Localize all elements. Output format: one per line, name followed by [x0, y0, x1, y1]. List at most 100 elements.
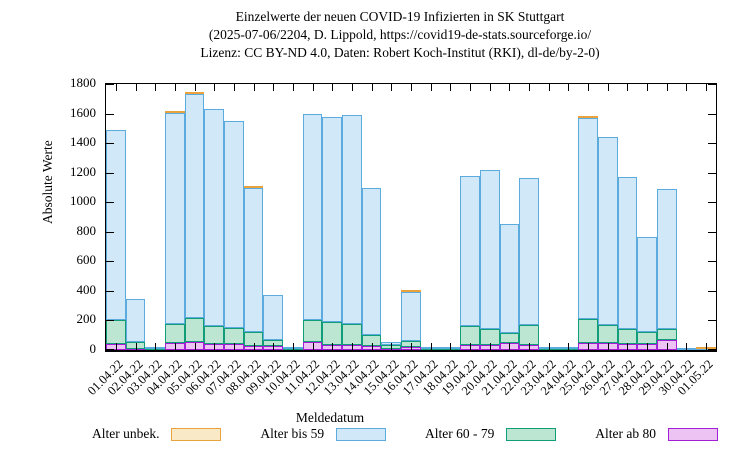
y-tick-mark [708, 290, 716, 292]
x-tick-mark [174, 84, 176, 91]
bar-segment [184, 93, 205, 318]
x-tick-mark [647, 343, 649, 350]
y-tick-label: 800 [76, 222, 97, 238]
x-tick-mark [135, 84, 137, 91]
plot-area [105, 83, 717, 352]
legend-item: Alter 60 - 79 [425, 426, 557, 442]
bar-segment [460, 344, 480, 350]
y-tick-label: 600 [76, 252, 97, 268]
x-tick-mark [529, 343, 531, 350]
legend-swatch [336, 427, 387, 441]
y-tick-mark [708, 143, 716, 145]
y-tick-mark [106, 84, 114, 85]
x-tick-mark [312, 84, 314, 91]
x-tick-mark [351, 343, 353, 350]
chart-title: Einzelwerte der neuen COVID-19 Infiziert… [70, 8, 730, 62]
y-tick-mark [708, 231, 716, 233]
x-tick-mark [273, 84, 275, 91]
legend-item: Alter unbek. [92, 426, 222, 442]
bar-segment [322, 344, 343, 350]
x-tick-mark [706, 84, 708, 91]
x-tick-mark [548, 343, 550, 350]
x-tick-mark [450, 84, 452, 91]
bar-segment [165, 112, 185, 325]
bar-segment [617, 177, 638, 330]
x-tick-mark [391, 343, 393, 350]
y-tick-mark [106, 143, 114, 145]
bar-segment [243, 188, 264, 333]
bar-segment [106, 320, 126, 345]
x-tick-mark [194, 84, 196, 91]
y-tick-mark [708, 261, 716, 263]
legend-item: Alter ab 80 [595, 426, 718, 442]
x-tick-mark [489, 84, 491, 91]
bar-segment [519, 324, 539, 345]
x-tick-mark [647, 84, 649, 91]
bar-segment [499, 333, 520, 344]
bar-segment [499, 224, 520, 334]
x-tick-mark [371, 343, 373, 350]
y-tick-label: 400 [76, 281, 97, 297]
bar-segment [538, 346, 559, 349]
y-tick-mark [708, 172, 716, 174]
y-tick-mark [106, 113, 114, 115]
x-tick-mark [253, 343, 255, 350]
y-tick-mark [708, 84, 716, 85]
x-tick-mark [292, 343, 294, 350]
bar-segment [184, 341, 205, 350]
legend-label: Alter ab 80 [595, 426, 656, 441]
bar-segment [637, 344, 657, 350]
y-tick-mark [106, 349, 114, 350]
x-tick-mark [509, 343, 511, 350]
bar-segment [460, 326, 480, 345]
x-tick-mark [607, 343, 609, 350]
x-tick-mark [155, 84, 157, 91]
bar-segment [597, 343, 618, 350]
y-tick-mark [708, 320, 716, 322]
bar-segment [165, 324, 185, 344]
y-tick-label: 0 [89, 341, 97, 356]
x-tick-mark [194, 343, 196, 350]
bar-segment [243, 332, 264, 346]
bar-segment [656, 340, 677, 350]
bar-segment [597, 137, 618, 325]
x-tick-mark [214, 84, 216, 91]
bar-segment [302, 114, 323, 321]
bar-segment [578, 343, 598, 350]
y-tick-mark [106, 172, 114, 174]
bar-segment [401, 340, 421, 347]
bar-segment [401, 290, 421, 293]
legend-label: Alter unbek. [92, 426, 160, 441]
x-tick-mark [174, 343, 176, 350]
legend-swatch [506, 427, 557, 441]
x-axis-label: Meldedatum [295, 410, 365, 425]
x-tick-mark [509, 84, 511, 91]
bar-segment [479, 329, 500, 345]
bar-segment [401, 346, 421, 350]
y-tick-mark [106, 290, 114, 292]
bar-segment [479, 344, 500, 350]
bar-segment [184, 317, 205, 342]
legend-swatch [171, 427, 222, 441]
legend-label: Alter 60 - 79 [425, 426, 495, 441]
x-tick-mark [588, 343, 590, 350]
x-tick-mark [411, 84, 412, 91]
bar-segment [204, 325, 225, 345]
bar-segment [204, 109, 225, 326]
x-tick-mark [312, 343, 314, 350]
bar-segment [578, 116, 598, 118]
x-tick-mark [253, 84, 255, 91]
x-tick-mark [273, 343, 275, 350]
x-tick-mark [430, 343, 432, 350]
x-tick-mark [470, 84, 472, 91]
bar-segment [637, 236, 657, 333]
x-tick-mark [135, 343, 137, 350]
chart-title-line2: (2025-07-06/2204, D. Lippold, https://co… [208, 27, 592, 42]
x-tick-mark [568, 84, 570, 91]
x-tick-mark [332, 84, 334, 91]
bar-segment [125, 341, 146, 349]
x-tick-mark [568, 343, 570, 350]
bar-segment [342, 115, 362, 325]
y-axis-label: Absolute Werte [39, 140, 55, 224]
x-tick-mark [351, 84, 353, 91]
